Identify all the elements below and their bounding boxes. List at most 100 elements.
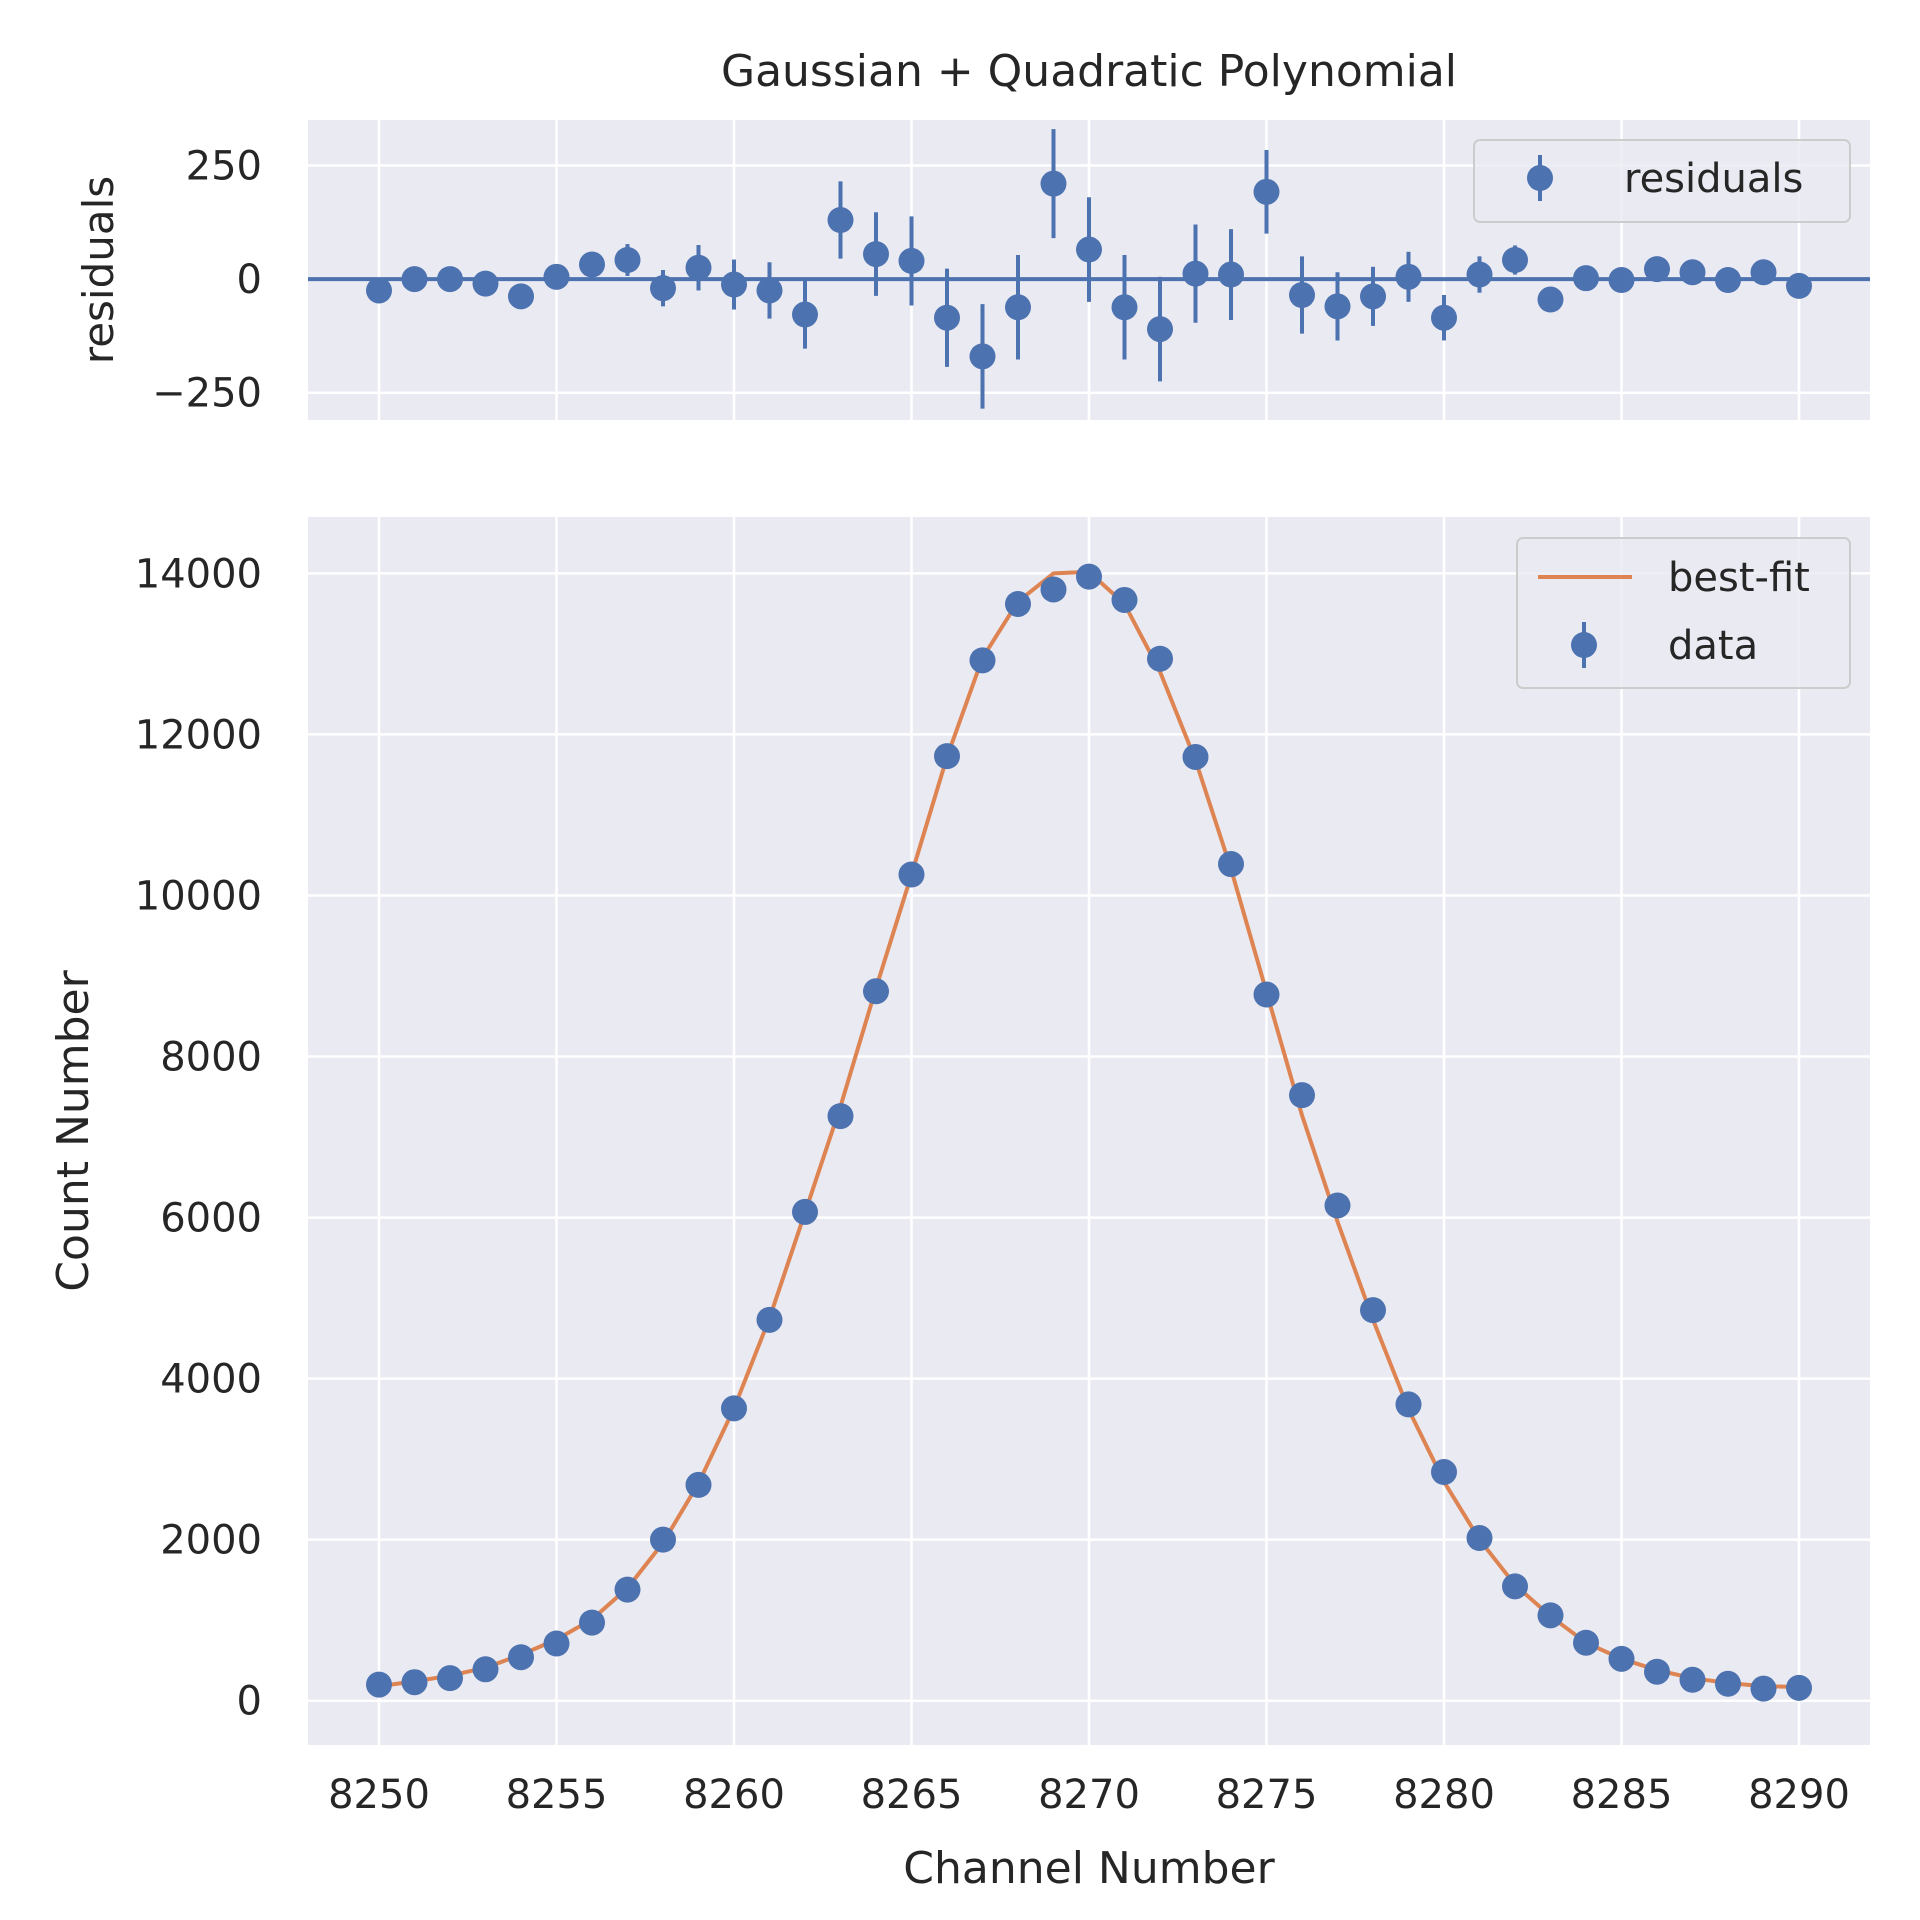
y-axis-label: Count Number <box>48 969 99 1291</box>
data-point <box>1573 1629 1599 1656</box>
data-point <box>1502 1573 1528 1600</box>
data-point <box>508 1644 534 1671</box>
chart-title: Gaussian + Quadratic Polynomial <box>721 46 1457 97</box>
residual-point <box>472 270 499 297</box>
residual-point <box>1431 304 1457 331</box>
residuals-legend-marker <box>1527 165 1553 191</box>
residual-point <box>1502 247 1528 273</box>
data-point <box>1218 851 1244 878</box>
main-grid <box>308 517 1870 1745</box>
data-point <box>1147 645 1173 672</box>
data-point <box>543 1630 570 1657</box>
x-axis-label: Channel Number <box>903 1843 1275 1894</box>
residual-point <box>1573 265 1599 292</box>
residual-point <box>1147 316 1173 343</box>
x-tick-label: 8270 <box>1038 1772 1140 1818</box>
residual-point <box>756 277 783 304</box>
residual-point <box>366 277 392 304</box>
main-y-tick-label: 12000 <box>135 712 262 758</box>
residual-point <box>1182 260 1209 287</box>
data-point <box>1466 1525 1493 1552</box>
data-point <box>401 1669 428 1696</box>
residual-point <box>721 271 747 298</box>
residual-point <box>1040 170 1067 197</box>
main-y-tick-label: 4000 <box>160 1357 262 1403</box>
residual-point <box>863 241 889 268</box>
data-point <box>437 1665 463 1692</box>
residual-point <box>827 207 854 233</box>
residual-point <box>508 283 534 310</box>
main-y-tick-label: 6000 <box>160 1196 262 1242</box>
residual-point <box>437 266 463 293</box>
main-y-tick-label: 14000 <box>135 551 262 597</box>
residual-point <box>543 263 570 290</box>
data-point <box>898 861 925 888</box>
data-point <box>1786 1674 1812 1701</box>
residual-point <box>1644 256 1670 283</box>
data-point <box>1395 1391 1422 1418</box>
residuals-y-axis-label: residuals <box>74 176 123 364</box>
residual-point <box>1289 282 1315 308</box>
main-legend: best-fit data <box>1516 537 1851 689</box>
data-point <box>1253 981 1280 1008</box>
data-point <box>1608 1645 1635 1672</box>
x-tick-label: 8260 <box>683 1772 785 1818</box>
residual-point <box>1395 263 1422 290</box>
data-point <box>792 1198 818 1225</box>
residual-point <box>1786 272 1812 299</box>
residual-point <box>898 247 925 274</box>
residual-point <box>1466 261 1493 288</box>
data-point <box>1111 586 1138 613</box>
residual-point <box>1324 293 1351 320</box>
main-marks <box>366 563 1812 1702</box>
legend-data-label: data <box>1668 623 1758 669</box>
data-point <box>1679 1666 1706 1693</box>
data-point <box>1076 563 1102 590</box>
data-point <box>579 1609 605 1636</box>
residual-point <box>579 251 605 278</box>
residual-point <box>1076 236 1102 263</box>
data-point <box>1715 1670 1741 1697</box>
main-y-tick-label: 2000 <box>160 1518 262 1564</box>
residual-point <box>1111 294 1138 321</box>
x-tick-label: 8265 <box>861 1772 963 1818</box>
data-point <box>614 1576 641 1603</box>
residual-point <box>401 266 428 293</box>
residual-point <box>1750 259 1777 286</box>
data-point <box>1324 1192 1351 1219</box>
residual-point <box>1537 286 1564 313</box>
x-tick-label: 8250 <box>328 1772 430 1818</box>
residual-point <box>934 304 960 331</box>
main-y-ticks: 0 2000 4000 6000 8000 10000 12000 14000 <box>135 551 262 1724</box>
residuals-legend-box <box>1473 139 1851 223</box>
residual-point <box>685 254 712 281</box>
data-point <box>1431 1459 1457 1486</box>
data-point <box>1360 1297 1386 1324</box>
residual-point <box>1360 283 1386 310</box>
data-point <box>1750 1675 1777 1702</box>
data-point <box>969 647 996 674</box>
residuals-y-tick-label: 0 <box>237 257 262 303</box>
residuals-y-tick-label: −250 <box>152 371 262 417</box>
data-point <box>1289 1082 1315 1109</box>
x-tick-label: 8285 <box>1571 1772 1673 1818</box>
data-point <box>1005 590 1031 617</box>
main-y-tick-label: 0 <box>237 1679 262 1725</box>
main-y-tick-label: 10000 <box>135 873 262 919</box>
residual-point <box>1005 294 1031 321</box>
data-point <box>934 743 960 770</box>
legend-data-marker <box>1571 632 1597 658</box>
residual-point <box>1253 178 1280 205</box>
data-point <box>827 1103 854 1130</box>
data-point <box>721 1395 747 1422</box>
residuals-y-ticks: −250 0 250 <box>152 143 262 416</box>
data-point <box>1182 743 1209 770</box>
data-point <box>472 1656 499 1683</box>
residuals-panel: −250 0 250 Gaussian + Quadratic Polynomial… <box>74 46 1870 420</box>
residual-point <box>1218 261 1244 288</box>
x-tick-label: 8275 <box>1216 1772 1318 1818</box>
residuals-legend-label: residuals <box>1624 156 1803 202</box>
data-point <box>1537 1602 1564 1629</box>
residuals-legend: residuals <box>1473 139 1851 223</box>
